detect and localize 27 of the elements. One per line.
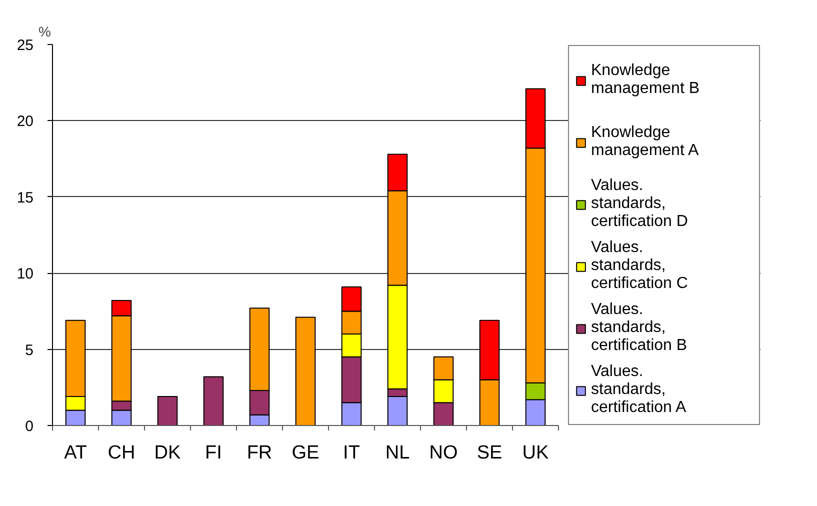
legend-label: Values. standards, certification C bbox=[591, 238, 689, 294]
y-tick-label: 20 bbox=[16, 113, 34, 130]
x-tick-label: FR bbox=[246, 442, 272, 464]
x-tick-label: NL bbox=[385, 442, 410, 464]
x-tick-label: NO bbox=[429, 442, 458, 464]
x-tick-label: DK bbox=[154, 442, 182, 464]
bar bbox=[203, 376, 224, 426]
bar bbox=[157, 396, 178, 426]
y-tick-label: 5 bbox=[25, 342, 34, 359]
bar bbox=[295, 316, 316, 426]
y-tick-label: 15 bbox=[16, 189, 34, 206]
y-tick-label: 0 bbox=[25, 418, 34, 435]
x-tick-label: CH bbox=[108, 442, 136, 464]
x-tick-label: GE bbox=[292, 442, 320, 464]
legend-label: Values. standards, certification B bbox=[591, 300, 688, 356]
legend-label: Values. standards, certification A bbox=[591, 362, 688, 418]
x-tick-label: IT bbox=[343, 442, 360, 464]
x-tick-label: UK bbox=[522, 442, 550, 464]
x-tick-label: SE bbox=[476, 442, 502, 464]
y-tick-label: 10 bbox=[16, 266, 34, 283]
y-axis-title: % bbox=[38, 24, 51, 40]
legend-label: Knowledge management B bbox=[591, 61, 701, 99]
x-tick-label: AT bbox=[64, 442, 88, 464]
legend-label: Values. standards, certification D bbox=[591, 176, 689, 232]
x-tick-label: FI bbox=[205, 442, 222, 464]
legend-label: Knowledge management A bbox=[591, 123, 700, 161]
y-tick-label: 25 bbox=[16, 37, 34, 54]
